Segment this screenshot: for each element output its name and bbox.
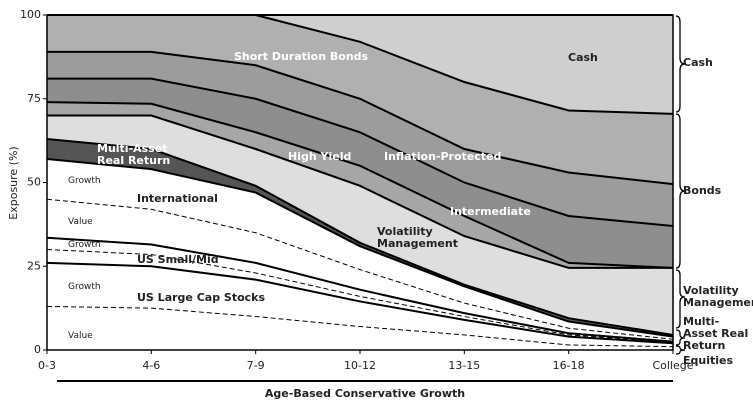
boundary-line [47, 114, 673, 269]
brace [675, 329, 686, 346]
annotation: High Yield [288, 150, 352, 163]
y-tick-label: 100 [20, 8, 41, 21]
annotation: Inflation-Protected [384, 150, 502, 163]
x-tick-label: 0-3 [38, 359, 56, 372]
group-label: Volatility Management [683, 284, 753, 309]
annotation: Value [68, 331, 93, 341]
y-tick-label: 75 [27, 92, 41, 105]
boundary-line [46, 137, 674, 336]
group-label: Multi-Asset Real Return [683, 315, 749, 352]
brace [675, 269, 686, 329]
x-tick-label: 13-15 [448, 359, 480, 372]
annotation: Growth [68, 176, 101, 186]
boundary-line [46, 101, 674, 269]
brace [675, 345, 686, 355]
group-label: Cash [683, 56, 713, 69]
x-tick-label: 7-9 [247, 359, 265, 372]
group-label: Equities [683, 354, 734, 367]
boundary-line [46, 198, 674, 340]
annotation: US Small/Mid [137, 253, 219, 266]
boundary-line [46, 236, 674, 343]
annotation: Growth [68, 240, 101, 250]
y-tick-label: 25 [27, 259, 41, 272]
x-tick-label: 16-18 [553, 359, 585, 372]
annotation: Value [68, 217, 93, 227]
boundary-line [46, 261, 674, 345]
brace [675, 15, 686, 113]
group-label: Bonds [683, 184, 722, 197]
annotation: International [137, 192, 218, 205]
plot [46, 14, 674, 351]
annotation: Short Duration Bonds [234, 50, 369, 63]
boundary-line [47, 77, 674, 228]
annotation: Cash [568, 51, 598, 64]
braces [675, 15, 686, 355]
x-tick-label: 4-6 [142, 359, 160, 372]
annotation: Volatility Management [377, 225, 458, 250]
y-tick-label: 50 [27, 176, 41, 189]
annotation: Growth [68, 282, 101, 292]
boundary-line [47, 50, 674, 186]
annotation: Multi-Asset Real Return [97, 142, 171, 167]
x-axis-title: Age-Based Conservative Growth [265, 387, 465, 400]
x-tick-label: College [652, 359, 693, 372]
x-tick-label: 10-12 [344, 359, 376, 372]
annotation: Intermediate [450, 205, 531, 218]
y-axis-title: Exposure (%) [7, 146, 20, 219]
brace [675, 113, 686, 269]
boundary-line [46, 158, 674, 338]
boundary-line [46, 305, 674, 348]
boundary-line [46, 249, 674, 343]
y-tick-label: 0 [34, 343, 41, 356]
annotation: US Large Cap Stocks [137, 291, 266, 304]
